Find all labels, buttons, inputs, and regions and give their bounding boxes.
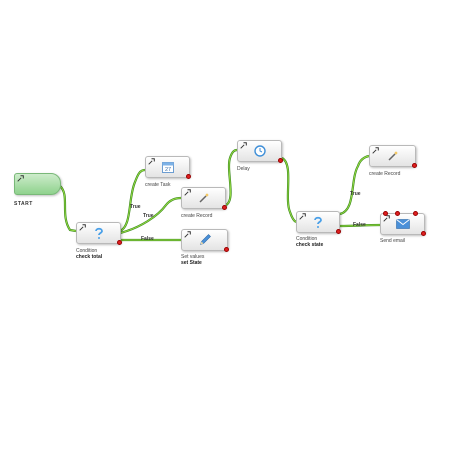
edge-label-true: True bbox=[143, 213, 154, 219]
create-record-node-2[interactable] bbox=[369, 145, 417, 168]
output-port[interactable] bbox=[412, 163, 417, 168]
calendar-day-text: 27 bbox=[164, 167, 170, 173]
question-mark-icon bbox=[94, 227, 103, 239]
output-port[interactable] bbox=[395, 211, 400, 216]
edge-condition1-true-to-create-record[interactable] bbox=[119, 196, 182, 235]
gear-icon bbox=[148, 158, 155, 165]
set-values-name-label: set State bbox=[181, 260, 202, 266]
output-port[interactable] bbox=[222, 205, 227, 210]
output-port[interactable] bbox=[117, 240, 122, 245]
condition-node-check-total[interactable] bbox=[76, 222, 122, 245]
gear-icon bbox=[299, 213, 306, 220]
clock-icon bbox=[253, 145, 266, 157]
edge-start-to-condition1[interactable] bbox=[59, 185, 77, 233]
edge-label-false: False bbox=[141, 236, 154, 242]
create-record-1-label: create Record bbox=[181, 213, 213, 219]
create-record-2-label: create Record bbox=[369, 171, 401, 177]
edge-condition2-true-to-create-record[interactable] bbox=[339, 154, 370, 216]
gear-icon bbox=[17, 175, 24, 182]
condition1-type-label: Condition bbox=[76, 248, 98, 254]
gear-icon bbox=[240, 142, 247, 149]
magic-wand-icon bbox=[387, 151, 398, 161]
set-values-node[interactable] bbox=[181, 229, 229, 252]
output-port[interactable] bbox=[186, 174, 191, 179]
set-values-type-label: Set values bbox=[181, 254, 205, 260]
condition2-type-label: Condition bbox=[296, 236, 318, 242]
condition2-name-label: check state bbox=[296, 242, 324, 248]
gear-icon bbox=[184, 231, 191, 238]
edge-condition2-false-to-send-email[interactable] bbox=[339, 223, 381, 228]
start-label: START bbox=[14, 201, 33, 207]
condition-node-check-state[interactable] bbox=[296, 211, 341, 234]
create-task-label: create Task bbox=[145, 182, 171, 188]
edge-label-true: True bbox=[350, 191, 361, 197]
gear-icon bbox=[372, 147, 379, 154]
delay-label: Delay bbox=[237, 166, 250, 172]
create-task-node[interactable]: 27 bbox=[145, 156, 191, 179]
create-record-node-1[interactable] bbox=[181, 187, 227, 210]
edge-label-false: False bbox=[353, 222, 366, 228]
output-port[interactable] bbox=[224, 247, 229, 252]
send-email-node[interactable] bbox=[380, 211, 426, 236]
edge-condition1-true-to-create-task[interactable] bbox=[119, 168, 146, 233]
output-port[interactable] bbox=[278, 158, 283, 163]
question-mark-icon bbox=[314, 216, 322, 228]
start-node[interactable] bbox=[14, 173, 61, 195]
edge-delay-to-condition2[interactable] bbox=[281, 157, 297, 223]
condition1-name-label: check total bbox=[76, 254, 103, 260]
output-port[interactable] bbox=[421, 231, 426, 236]
gear-icon bbox=[184, 189, 191, 196]
pencil-icon bbox=[199, 234, 211, 245]
send-email-label: Send email bbox=[380, 238, 406, 244]
edge-label-true: True bbox=[130, 204, 141, 210]
gear-icon bbox=[383, 215, 390, 222]
magic-wand-icon bbox=[198, 193, 209, 203]
output-port[interactable] bbox=[413, 211, 418, 216]
gear-icon bbox=[79, 224, 86, 231]
output-port[interactable] bbox=[383, 211, 388, 216]
edge-create-record-to-delay[interactable] bbox=[225, 148, 238, 206]
delay-node[interactable] bbox=[237, 140, 283, 163]
calendar-icon: 27 bbox=[161, 162, 174, 173]
output-port[interactable] bbox=[336, 229, 341, 234]
envelope-icon bbox=[395, 219, 410, 229]
